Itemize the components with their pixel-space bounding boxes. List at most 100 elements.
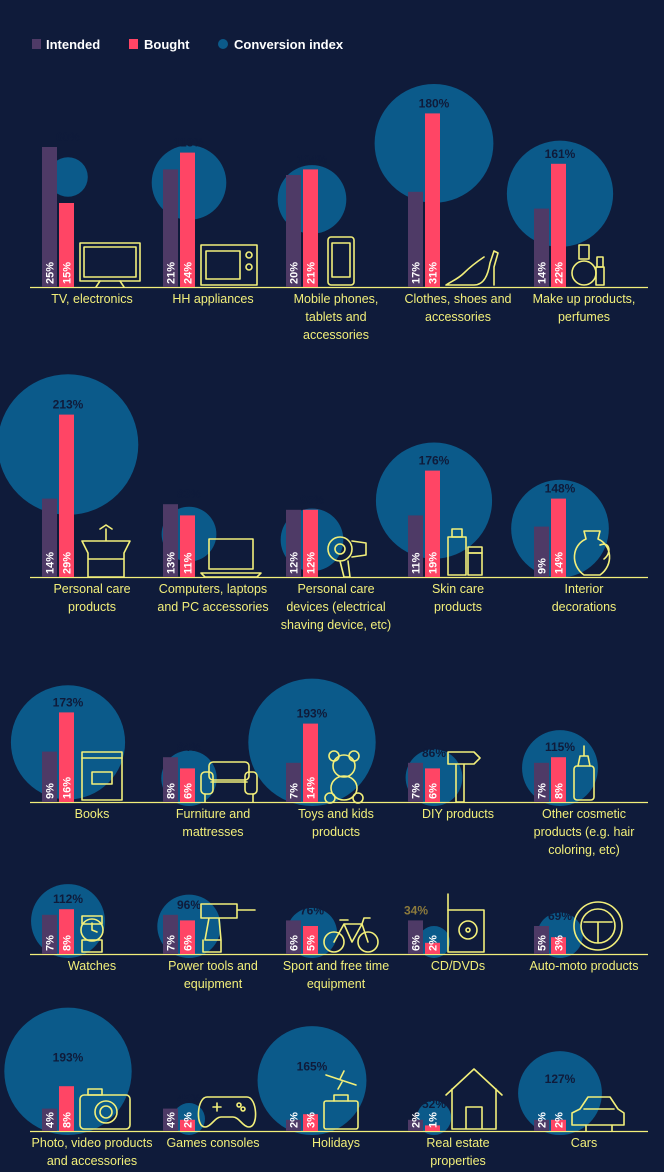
bar-bought [59,909,74,954]
conversion-bubble [257,1026,367,1136]
category-label: Mobile phones, [294,292,379,306]
data-label-intended: 14% [537,262,549,284]
bar-intended [408,920,423,954]
category-label: equipment [184,977,243,991]
bar-intended [163,914,178,954]
bar-bought [180,1119,195,1131]
bar-bought [551,1119,566,1131]
conversion-index-label: 180% [419,96,450,110]
category-group: 14% 29% 213% Personal care products [30,398,648,614]
car-icon [571,1096,625,1132]
conversion-index-label: 84% [177,740,201,754]
data-label-bought: 8% [62,1112,74,1128]
category-group: 17% 31% 180% Clothes, shoes and accessories [404,96,511,324]
vase-icon [573,530,611,576]
house-icon [445,1068,503,1130]
data-label-bought: 21% [306,262,318,284]
category-label: Power tools and [168,959,258,973]
category-label: Cars [571,1136,597,1150]
category-label: Personal care [297,582,374,596]
conversion-index-label: 127% [545,1072,576,1086]
category-label: HH appliances [172,292,253,306]
camera-icon [79,1088,131,1130]
bar-intended [42,1108,57,1131]
bar-bought [551,937,566,954]
gamepad-icon [197,1096,257,1128]
category-label: Other cosmetic [542,807,626,821]
data-label-bought: 3% [554,935,566,951]
bar-bought [425,470,440,577]
data-label-intended: 8% [166,783,178,799]
data-label-bought: 6% [183,935,195,951]
category-label: Personal care [53,582,130,596]
category-label: equipment [307,977,366,991]
bar-intended [286,509,301,577]
conversion-index-label: 193% [53,1050,84,1064]
data-label-bought: 6% [428,783,440,799]
bar-intended [408,1119,423,1131]
category-group: 7% 8% 112% Watches [30,892,648,973]
data-label-bought: 2% [428,935,440,951]
bar-bought [59,712,74,802]
bar-bought [551,498,566,577]
category-group: 21% 24% 113% HH appliances [163,136,258,306]
category-label: mattresses [182,825,243,839]
bar-intended [163,504,178,577]
category-group: 7% 14% 193% Toys and kids products [286,707,374,839]
bar-bought [303,1114,318,1131]
bar-intended [408,762,423,802]
category-label: Photo, video products [32,1136,153,1150]
data-label-intended: 7% [45,935,57,951]
conversion-index-label: 69% [548,909,572,923]
category-label: Computers, laptops [159,582,267,596]
data-label-intended: 4% [166,1112,178,1128]
bar-intended [286,920,301,954]
bar-intended [42,498,57,577]
category-group: 6% 2% 34% CD/DVDs [404,893,485,973]
category-label: decorations [552,600,617,614]
category-label: and PC accessories [157,600,268,614]
cream-bottle-icon [447,528,483,576]
data-label-bought: 1% [428,1112,440,1128]
book-icon [81,751,123,801]
conversion-bubble [48,157,88,197]
conversion-index-label: 76% [300,903,324,917]
data-label-bought: 14% [306,777,318,799]
category-label: and accessories [47,1154,137,1168]
data-label-bought: 14% [554,552,566,574]
bar-intended [408,191,423,287]
conversion-index-label: 173% [53,695,84,709]
category-group: 12% 12% 95% Personal care devices (electrica… [281,493,391,632]
laptop-icon [200,538,262,578]
perfume-icon [571,244,605,286]
bathrobe-icon [81,524,131,578]
category-group: 8% 6% 84% Furniture and mattresses [163,740,258,839]
category-group: 6% 5% 76% Sport and free time equipment [283,903,389,991]
conversion-index-label: 165% [297,1060,328,1074]
bar-intended [286,1119,301,1131]
data-label-intended: 9% [45,783,57,799]
bar-bought [303,723,318,802]
conversion-index-label: 193% [297,707,328,721]
category-group: 25% 15% 60% TV, electronics [30,130,648,306]
category-label: TV, electronics [51,292,133,306]
bar-bought [303,509,318,577]
data-label-intended: 20% [289,262,301,284]
data-label-intended: 2% [289,1112,301,1128]
data-label-bought: 24% [183,262,195,284]
bar-bought [180,768,195,802]
category-group: 20% 21% 104% Mobile phones, tablets and acces… [286,152,378,342]
legend-label-intended: Intended [46,37,100,52]
category-group: 2% 2% 127% Cars [534,1072,625,1150]
category-label: Auto-moto products [529,959,638,973]
drill-icon [200,903,256,953]
data-label-intended: 2% [537,1112,549,1128]
data-label-bought: 12% [306,552,318,574]
conversion-index-label: 113% [174,136,204,150]
category-label: accessories [303,328,369,342]
data-label-bought: 29% [62,552,74,574]
conversion-index-label: 112% [53,892,83,906]
data-label-intended: 2% [411,1112,423,1128]
data-label-intended: 12% [289,552,301,574]
conversion-index-label: 161% [545,147,576,161]
